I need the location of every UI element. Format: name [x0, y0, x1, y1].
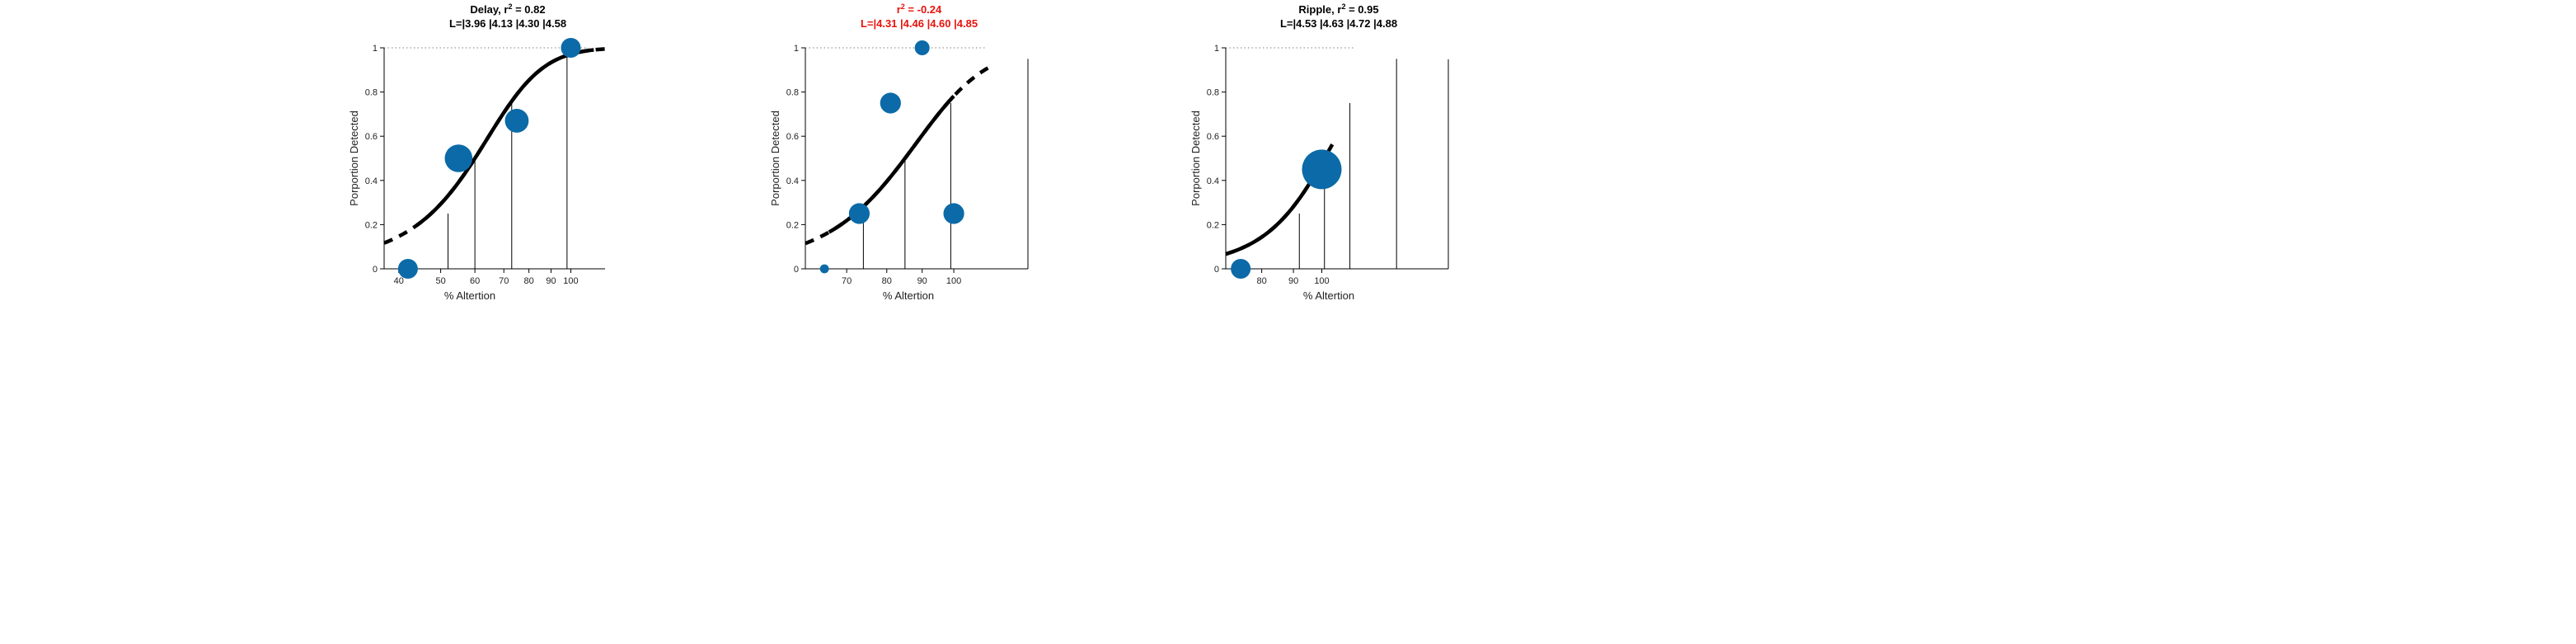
y-tick-label: 1: [1214, 44, 1219, 54]
x-axis-label: % Altertion: [883, 289, 934, 302]
chart-title-suffix: = 0.95: [1345, 3, 1378, 16]
x-tick-label: 100: [946, 276, 961, 286]
y-tick-label: 0.2: [365, 220, 378, 230]
x-tick-label: 100: [1314, 276, 1329, 286]
fit-curve: [415, 48, 594, 228]
chart-panel-1: Delay, r2 = 0.82L=|3.96 |4.13 |4.30 |4.5…: [348, 2, 606, 302]
data-point: [880, 92, 901, 114]
x-tick-label: 90: [1288, 276, 1298, 286]
chart-title-suffix: = -0.24: [905, 3, 942, 16]
chart-title-superscript: 2: [1341, 2, 1345, 11]
data-point: [914, 40, 930, 55]
data-point: [819, 264, 829, 274]
data-point: [1231, 259, 1251, 279]
chart-title-prefix: r: [897, 3, 901, 16]
data-point: [943, 203, 964, 224]
y-tick-label: 0.6: [365, 132, 378, 142]
x-tick-label: 60: [470, 276, 480, 286]
y-axis-label: Porportion Detected: [348, 110, 360, 206]
y-tick-label: 0.8: [786, 88, 799, 98]
chart-panel-3: Ripple, r2 = 0.95L=|4.53 |4.63 |4.72 |4.…: [1189, 2, 1449, 302]
y-tick-label: 0.2: [786, 220, 799, 230]
chart-levels-label: L=|4.31 |4.46 |4.60 |4.85: [861, 17, 978, 30]
chart-title-suffix: = 0.82: [512, 3, 545, 16]
x-tick-label: 80: [524, 276, 534, 286]
x-tick-label: 90: [546, 276, 556, 286]
y-tick-label: 1: [373, 44, 378, 54]
chart-title: Ripple, r2 = 0.95: [1298, 2, 1378, 16]
y-tick-label: 1: [794, 44, 799, 54]
fit-curve: [1225, 157, 1326, 256]
y-tick-label: 0: [373, 265, 378, 275]
fit-curve-extrapolated: [383, 47, 606, 245]
x-tick-label: 70: [499, 276, 509, 286]
chart-title: r2 = -0.24: [897, 2, 942, 16]
chart-levels-label: L=|4.53 |4.63 |4.72 |4.88: [1280, 17, 1397, 30]
y-tick-label: 0.8: [1207, 88, 1219, 98]
data-point: [848, 203, 870, 224]
chart-levels-label: L=|3.96 |4.13 |4.30 |4.58: [449, 17, 566, 30]
y-tick-label: 0.6: [1207, 132, 1219, 142]
chart-title-prefix: Ripple, r: [1298, 3, 1341, 16]
data-point: [561, 38, 581, 58]
x-tick-label: 80: [882, 276, 892, 286]
fit-curve: [828, 95, 955, 234]
x-axis-label: % Altertion: [1303, 289, 1354, 302]
chart-title-superscript: 2: [508, 2, 512, 11]
x-tick-label: 50: [435, 276, 445, 286]
chart-title-superscript: 2: [901, 2, 905, 11]
x-tick-label: 40: [394, 276, 404, 286]
y-tick-label: 0: [1214, 265, 1219, 275]
data-point: [1302, 149, 1342, 190]
data-point: [397, 259, 418, 279]
x-axis-label: % Altertion: [444, 289, 495, 302]
chart-title-prefix: Delay, r: [470, 3, 508, 16]
x-tick-label: 90: [917, 276, 927, 286]
chart-title: Delay, r2 = 0.82: [470, 2, 545, 16]
y-tick-label: 0.6: [786, 132, 799, 142]
chart-panel-2: r2 = -0.24L=|4.31 |4.46 |4.60 |4.85 0 0.2 0…: [769, 2, 1029, 302]
y-tick-label: 0.2: [1207, 220, 1219, 230]
y-axis-label: Porportion Detected: [1189, 110, 1202, 206]
y-tick-label: 0.8: [365, 88, 378, 98]
y-tick-label: 0.4: [365, 176, 378, 186]
x-tick-label: 80: [1256, 276, 1266, 286]
x-tick-label: 70: [842, 276, 852, 286]
data-point: [444, 144, 473, 172]
x-tick-label: 100: [563, 276, 578, 286]
y-tick-label: 0.4: [786, 176, 799, 186]
data-point: [504, 109, 529, 133]
y-axis-label: Porportion Detected: [769, 110, 781, 206]
y-tick-label: 0.4: [1207, 176, 1219, 186]
y-tick-label: 0: [794, 265, 799, 275]
